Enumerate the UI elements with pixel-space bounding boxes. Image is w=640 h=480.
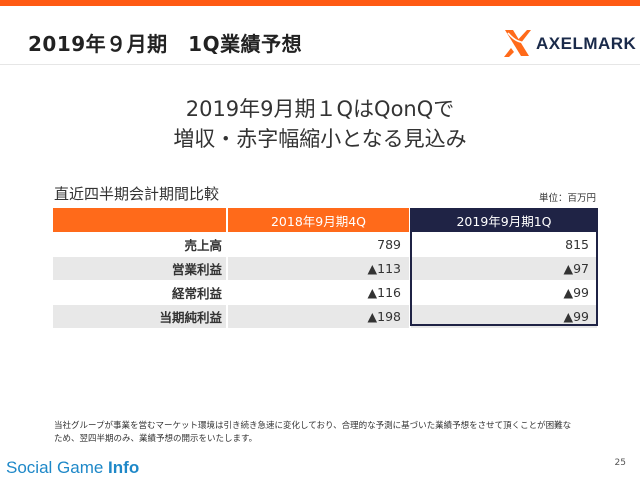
column-header-prev: 2018年9月期4Q — [228, 208, 409, 232]
table-row: 経常利益 ▲116 ▲99 — [53, 281, 597, 304]
page-number: 25 — [614, 458, 626, 468]
value-prev: ▲116 — [367, 285, 401, 300]
footnote-line-2: ため、翌四半期のみ、業績予想の開示をいたします。 — [54, 434, 258, 444]
table-header-row: 2018年9月期4Q 2019年9月期1Q — [53, 208, 597, 232]
row-label: 営業利益 — [53, 257, 226, 280]
unit-label: 単位：百万円 — [538, 193, 596, 204]
logo-text: AXELMARK — [536, 34, 637, 53]
comparison-table: 2018年9月期4Q 2019年9月期1Q 売上高 789 815 営業利益 ▲… — [53, 208, 597, 328]
value-current: ▲99 — [563, 285, 589, 300]
value-current: ▲99 — [411, 305, 597, 328]
headline: 2019年9月期１QはQonQで 増収・赤字幅縮小となる見込み — [0, 94, 640, 154]
watermark-text: Social Game — [6, 458, 109, 477]
axelmark-x-logo-icon — [504, 30, 531, 57]
watermark: Social Game Info — [6, 458, 139, 478]
table-caption: 直近四半期会計期間比較 — [54, 185, 220, 203]
value-current: 815 — [565, 237, 589, 252]
header-divider — [0, 64, 640, 65]
value-prev: 789 — [377, 237, 401, 252]
company-logo: AXELMARK — [500, 26, 636, 60]
slide-title: 2019年９月期 1Q業績予想 — [28, 32, 303, 56]
headline-line-2: 増収・赤字幅縮小となる見込み — [173, 127, 467, 151]
table-row: 営業利益 ▲113 ▲97 — [53, 257, 597, 280]
row-label: 売上高 — [184, 238, 222, 253]
table-row: 当期純利益 ▲198 ▲99 — [53, 305, 597, 328]
watermark-text-bold: Info — [108, 458, 140, 477]
footnote: 当社グループが事業を営むマーケット環境は引き続き急速に変化しており、合理的な予測… — [54, 420, 614, 446]
top-accent-bar — [0, 0, 640, 6]
footnote-line-1: 当社グループが事業を営むマーケット環境は引き続き急速に変化しており、合理的な予測… — [54, 421, 572, 431]
column-header-current: 2019年9月期1Q — [411, 208, 597, 232]
value-current: ▲97 — [411, 257, 597, 280]
header-corner-cell — [53, 208, 226, 232]
value-prev: ▲113 — [228, 257, 409, 280]
row-label: 当期純利益 — [53, 305, 226, 328]
value-prev: ▲198 — [228, 305, 409, 328]
table-row: 売上高 789 815 — [53, 233, 597, 256]
headline-line-1: 2019年9月期１QはQonQで — [185, 97, 455, 121]
row-label: 経常利益 — [171, 286, 222, 301]
